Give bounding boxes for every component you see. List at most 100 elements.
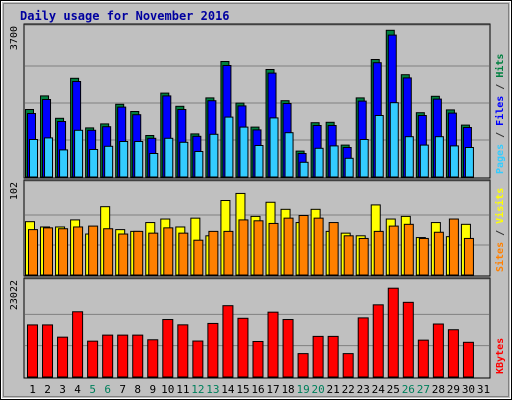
bar-sites-day-15 [238, 219, 249, 276]
x-tick-label-day-8: 8 [134, 383, 141, 396]
bar-pages-day-13 [209, 133, 219, 178]
bar-pages-day-24 [374, 115, 384, 178]
x-tick-label-day-7: 7 [119, 383, 126, 396]
bar-sites-day-19 [298, 215, 309, 276]
bar-sites-day-13 [208, 230, 219, 276]
x-tick-label-day-11: 11 [176, 383, 189, 396]
panel-pages_files_hits: 3700 Pages / Files / Hits [9, 23, 506, 179]
bar-sites-day-30 [463, 237, 474, 276]
bar-kbytes-day-24 [372, 304, 384, 378]
x-tick-label-day-9: 9 [149, 383, 156, 396]
x-tick-label-day-28: 28 [432, 383, 445, 396]
bar-sites-day-24 [373, 230, 384, 276]
x-axis-day-labels: 1 2 3 4 5 6 7 8 9 10 11 12 13 14 15 16 17 18 19 20 21 22 23 24 2… [29, 383, 490, 396]
bar-sites-day-6 [103, 228, 114, 276]
bar-sites-day-4 [73, 226, 84, 276]
x-tick-label-day-4: 4 [74, 383, 81, 396]
legend-entry: KBytes [495, 338, 506, 374]
bar-sites-day-10 [163, 227, 174, 276]
bar-sites-day-7 [118, 233, 129, 276]
legend-entry: / [495, 126, 506, 144]
bar-kbytes-day-22 [342, 353, 354, 378]
bar-pages-day-9 [149, 153, 159, 178]
bar-kbytes-day-27 [417, 339, 429, 378]
legend-entry: / [495, 78, 506, 96]
bar-sites-day-1 [28, 229, 38, 276]
bar-kbytes-day-2 [42, 324, 54, 378]
bar-pages-day-7 [119, 141, 129, 178]
x-tick-label-day-31: 31 [477, 383, 490, 396]
bar-kbytes-day-16 [252, 340, 264, 378]
bar-pages-day-19 [299, 161, 309, 178]
bar-kbytes-day-15 [237, 317, 249, 378]
y-max-label: 102 [9, 182, 20, 200]
bar-pages-day-8 [134, 141, 144, 178]
bar-pages-day-5 [89, 149, 99, 178]
bar-kbytes-day-18 [282, 319, 294, 378]
bar-pages-day-10 [164, 137, 174, 178]
y-max-label: 3700 [9, 26, 20, 50]
x-tick-label-day-12: 12 [191, 383, 204, 396]
bar-pages-day-29 [449, 145, 459, 178]
bar-pages-day-30 [464, 147, 474, 178]
bar-pages-day-17 [269, 117, 279, 178]
bar-sites-day-18 [283, 217, 294, 276]
bar-sites-day-12 [193, 239, 204, 276]
bar-sites-day-16 [253, 220, 264, 276]
bar-sites-day-28 [433, 231, 444, 276]
bar-kbytes-day-19 [297, 353, 309, 378]
x-tick-label-day-2: 2 [44, 383, 51, 396]
x-tick-label-day-24: 24 [372, 383, 386, 396]
x-tick-label-day-23: 23 [357, 383, 370, 396]
x-tick-label-day-17: 17 [266, 383, 279, 396]
x-tick-label-day-1: 1 [29, 383, 36, 396]
legend-entry: Files [494, 96, 506, 126]
x-tick-label-day-16: 16 [251, 383, 264, 396]
chart-panels: 3700 Pages / Files / Hits 102 Sites / Visit… [9, 23, 506, 379]
bar-sites-day-21 [328, 222, 339, 276]
bar-sites-day-23 [358, 237, 369, 276]
x-tick-label-day-6: 6 [104, 383, 111, 396]
bar-pages-day-15 [239, 126, 249, 178]
bar-sites-day-2 [43, 227, 54, 276]
bar-kbytes-day-28 [432, 323, 444, 378]
bar-pages-day-11 [179, 141, 189, 178]
bar-kbytes-day-25 [387, 287, 399, 378]
x-tick-label-day-19: 19 [296, 383, 309, 396]
bar-sites-day-26 [403, 223, 414, 276]
x-tick-label-day-30: 30 [462, 383, 475, 396]
bar-kbytes-day-1 [27, 324, 38, 378]
x-tick-label-day-25: 25 [387, 383, 400, 396]
series-pages [29, 102, 474, 178]
bar-pages-day-6 [104, 145, 114, 178]
bar-pages-day-14 [224, 116, 234, 178]
x-tick-label-day-29: 29 [447, 383, 460, 396]
bar-sites-day-9 [148, 232, 159, 276]
bar-pages-day-28 [434, 136, 444, 178]
bar-kbytes-day-5 [87, 340, 99, 378]
bar-pages-day-3 [59, 149, 69, 178]
x-tick-label-day-5: 5 [89, 383, 96, 396]
bar-kbytes-day-14 [222, 305, 234, 378]
x-tick-label-day-27: 27 [417, 383, 430, 396]
bar-kbytes-day-9 [147, 339, 159, 378]
bar-pages-day-18 [284, 132, 294, 178]
legend-entry: Pages [495, 144, 506, 174]
x-tick-label-day-21: 21 [327, 383, 340, 396]
panel-legend: Sites / Visits [494, 188, 506, 272]
x-tick-label-day-13: 13 [206, 383, 219, 396]
bar-sites-day-25 [388, 225, 399, 276]
bar-sites-day-11 [178, 232, 189, 276]
legend-entry: / [495, 224, 506, 242]
chart-title: Daily usage for November 2016 [20, 9, 230, 23]
bar-kbytes-day-23 [357, 317, 369, 378]
bar-pages-day-1 [29, 139, 38, 178]
chart-bevel-dark [3, 3, 509, 397]
bar-kbytes-day-11 [177, 324, 189, 378]
bar-kbytes-day-8 [132, 334, 144, 378]
bar-sites-day-29 [448, 218, 459, 276]
x-tick-label-day-18: 18 [281, 383, 294, 396]
panel-legend: Pages / Files / Hits [494, 54, 506, 174]
bar-sites-day-20 [313, 217, 324, 276]
